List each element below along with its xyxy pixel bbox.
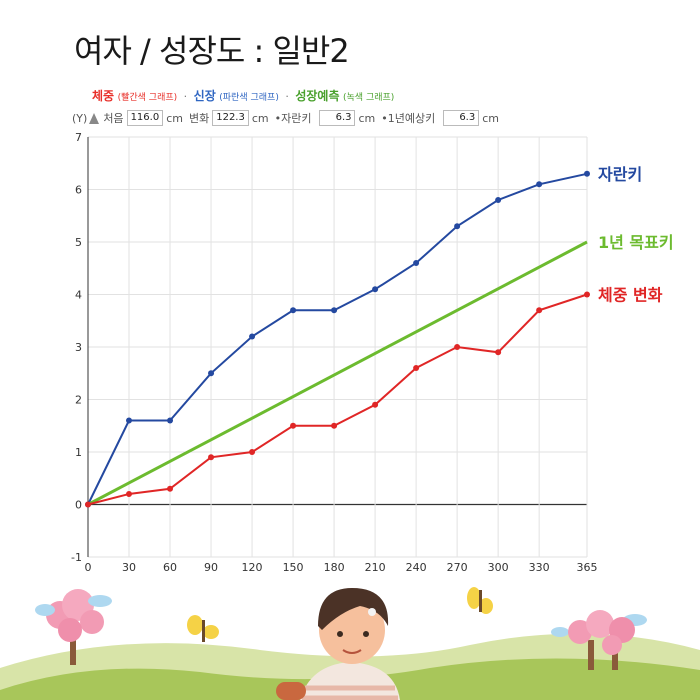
x-tick-label: 30 [122, 561, 136, 574]
target-label: •1년예상키 [381, 112, 436, 125]
data-point [454, 223, 461, 230]
x-tick-label: 90 [204, 561, 218, 574]
x-tick-label: 60 [163, 561, 177, 574]
butterfly-icon [467, 587, 493, 614]
series-line [87, 240, 588, 506]
data-point [413, 365, 420, 371]
height-legend-label: 신장 [193, 89, 216, 103]
x-tick-label: 0 [85, 561, 92, 574]
y-tick-label: -1 [71, 551, 82, 564]
start-label: 처음 [103, 112, 124, 125]
data-point [85, 501, 91, 508]
x-tick-label: 300 [488, 561, 509, 574]
y-axis-label: (Y) [72, 111, 88, 125]
series-label: 1년 목표키 [598, 233, 674, 252]
data-point [167, 417, 174, 424]
x-tick-label: 270 [447, 561, 468, 574]
data-point [372, 401, 379, 408]
y-tick-label: 4 [75, 289, 82, 302]
data-point [208, 370, 215, 377]
y-tick-label: 3 [75, 341, 82, 354]
grow-unit: cm [358, 111, 376, 125]
prediction-legend-label: 성장예측 [295, 89, 340, 103]
series-label: 체중 변화 [598, 286, 663, 305]
grow-value-field[interactable]: 6.3 [319, 110, 356, 126]
x-tick-label: 120 [242, 561, 263, 574]
data-point [167, 485, 174, 492]
data-point [536, 181, 543, 188]
data-point [536, 307, 543, 314]
data-point [331, 307, 338, 314]
x-tick-label: 150 [283, 561, 304, 574]
legend-separator: · [183, 90, 188, 103]
right-tree-icon [568, 610, 635, 670]
series-label: 자란키 [598, 165, 642, 184]
x-tick-label: 180 [324, 561, 345, 574]
chart-series [85, 170, 590, 508]
target-value-field[interactable]: 6.3 [443, 110, 480, 126]
data-point [249, 449, 256, 455]
target-unit: cm [482, 111, 499, 125]
y-tick-label: 0 [75, 499, 82, 512]
weight-legend-note: (빨간색 그래프) [117, 93, 178, 103]
x-tick-label: 240 [406, 561, 427, 574]
x-tick-label: 210 [365, 561, 386, 574]
up-arrow-icon [89, 112, 100, 124]
weight-legend-label: 체중 [92, 89, 115, 103]
chart-grid [87, 136, 588, 558]
x-tick-label: 365 [577, 561, 598, 574]
start-unit: cm [166, 111, 183, 125]
data-point [584, 170, 590, 177]
data-point [249, 333, 256, 340]
page-title: 여자 / 성장도 : 일반2 [74, 32, 350, 70]
y-tick-label: 7 [75, 131, 82, 144]
butterfly-icon [187, 615, 219, 642]
change-unit: cm [251, 111, 269, 125]
change-value-field[interactable]: 122.3 [212, 110, 249, 126]
start-value-field[interactable]: 116.0 [126, 110, 164, 126]
y-tick-label: 1 [75, 446, 82, 459]
data-point [290, 422, 297, 429]
height-legend-note: (파란색 그래프) [219, 93, 279, 103]
y-tick-label: 5 [75, 236, 82, 249]
change-label: 변화 [188, 112, 210, 125]
data-point [454, 344, 461, 350]
data-point [584, 291, 590, 298]
data-point [331, 422, 338, 429]
measurement-info-bar: (Y) 처음 116.0 cm 변화 122.3 cm •자란키 6.3 cm … [72, 110, 499, 126]
data-point [495, 197, 502, 203]
data-point [372, 286, 379, 293]
data-point [495, 349, 502, 356]
x-tick-label: 330 [529, 561, 550, 574]
data-point [208, 454, 215, 461]
grow-label: •자란키 [274, 112, 312, 125]
data-point [413, 260, 420, 266]
child-character-icon [276, 588, 400, 700]
legend-description: 체중 (빨간색 그래프) · 신장 (파란색 그래프) · 성장예측 (녹색 그… [92, 87, 394, 104]
data-point [290, 307, 297, 314]
prediction-legend-note: (녹색 그래프) [343, 93, 395, 103]
data-point [126, 417, 133, 424]
legend-separator: · [285, 90, 289, 103]
y-tick-label: 6 [75, 184, 82, 197]
cloud-icon [35, 595, 647, 637]
data-point [126, 491, 133, 497]
y-tick-label: 2 [75, 394, 82, 407]
